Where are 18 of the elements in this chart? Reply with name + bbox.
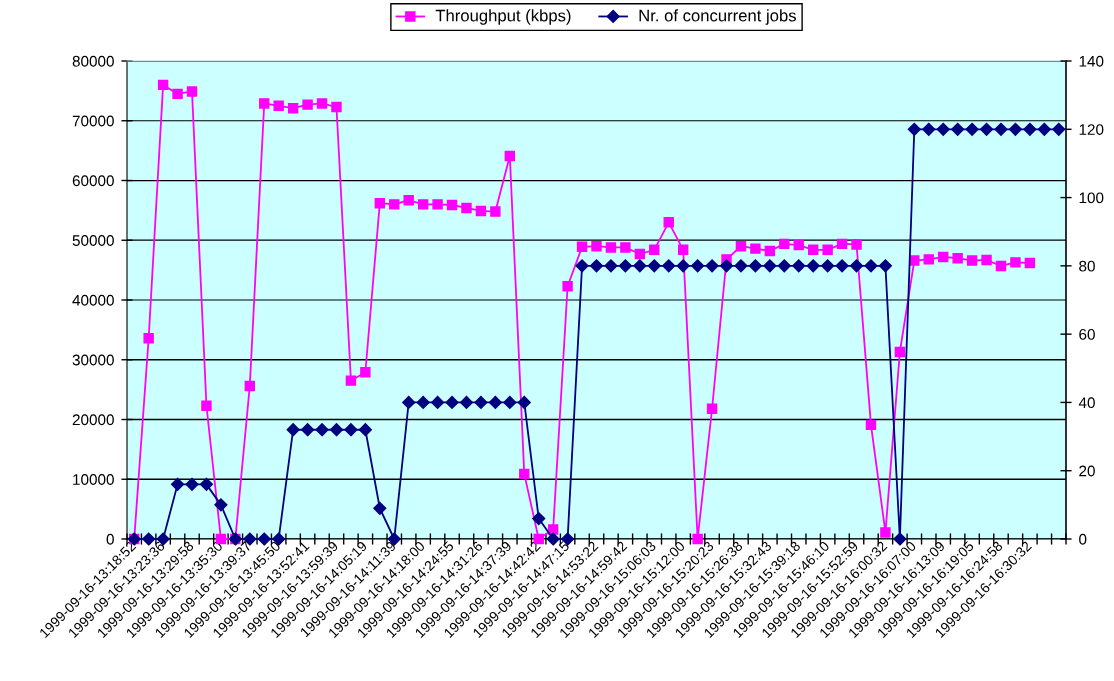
y-tick-label: 60000 bbox=[72, 175, 114, 187]
y-tick-label: 70000 bbox=[72, 115, 114, 127]
y2-tick-label: 80 bbox=[1079, 260, 1095, 272]
y2-tick-label: 120 bbox=[1079, 124, 1104, 135]
y-tick-label: 10000 bbox=[73, 474, 114, 485]
y-tick-label: 50000 bbox=[72, 235, 114, 246]
y-tick-label: 40000 bbox=[72, 294, 114, 306]
legend-label: Throughput (kbps) bbox=[435, 9, 571, 25]
y2-tick-label: 60 bbox=[1079, 329, 1095, 340]
y2-tick-label: 140 bbox=[1079, 55, 1104, 67]
y-tick-label: 80000 bbox=[72, 55, 114, 67]
legend-label: Nr. of concurrent jobs bbox=[639, 9, 796, 25]
y2-tick-label: 20 bbox=[1079, 465, 1095, 477]
y2-tick-label: 100 bbox=[1079, 192, 1104, 204]
y-tick-label: 20000 bbox=[72, 414, 114, 426]
y-tick-label: 30000 bbox=[72, 354, 114, 366]
y2-tick-label: 0 bbox=[1079, 533, 1087, 545]
y2-tick-label: 40 bbox=[1078, 397, 1095, 409]
